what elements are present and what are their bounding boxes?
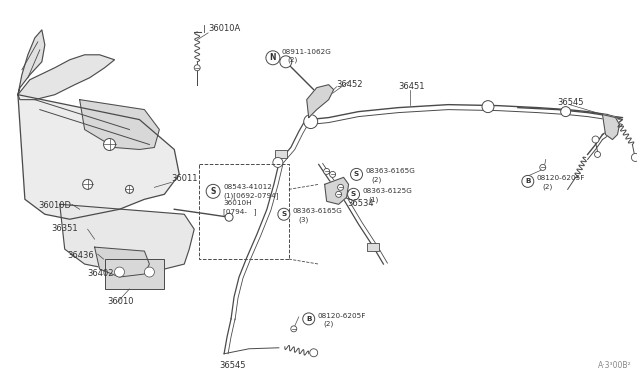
Circle shape <box>540 164 546 170</box>
Polygon shape <box>18 94 179 219</box>
Circle shape <box>592 136 599 143</box>
Polygon shape <box>60 204 194 271</box>
Circle shape <box>561 107 571 116</box>
Text: 36436: 36436 <box>68 251 95 260</box>
Polygon shape <box>307 85 333 118</box>
Text: 36011: 36011 <box>172 174 198 183</box>
Circle shape <box>595 151 600 157</box>
Text: (2): (2) <box>371 176 381 183</box>
Circle shape <box>225 213 233 221</box>
Circle shape <box>266 51 280 65</box>
Text: (1)[0692-0794]: (1)[0692-0794] <box>223 192 278 199</box>
Text: 08363-6165G: 08363-6165G <box>365 169 415 174</box>
Circle shape <box>310 349 317 357</box>
Polygon shape <box>79 100 159 150</box>
Text: 36351: 36351 <box>52 224 79 233</box>
Text: 36545: 36545 <box>219 361 246 370</box>
Circle shape <box>115 267 125 277</box>
Text: A·3³00B²: A·3³00B² <box>598 361 631 370</box>
Circle shape <box>348 188 360 200</box>
Circle shape <box>338 185 344 190</box>
Text: S: S <box>354 171 359 177</box>
Text: 08363-6125G: 08363-6125G <box>362 188 412 194</box>
Circle shape <box>324 169 330 174</box>
Circle shape <box>632 154 639 161</box>
Circle shape <box>104 138 116 150</box>
Bar <box>104 259 164 289</box>
Text: (2): (2) <box>543 183 553 190</box>
Circle shape <box>280 56 292 68</box>
Text: S: S <box>211 187 216 196</box>
Bar <box>367 243 380 251</box>
Bar <box>275 150 287 158</box>
Text: 36451: 36451 <box>398 82 425 91</box>
Polygon shape <box>18 30 45 94</box>
Text: 08543-41012: 08543-41012 <box>223 185 272 190</box>
Text: (2): (2) <box>288 57 298 63</box>
Text: N: N <box>269 53 276 62</box>
Circle shape <box>303 313 315 325</box>
Circle shape <box>304 115 317 129</box>
Circle shape <box>125 185 134 193</box>
Text: 08363-6165G: 08363-6165G <box>292 208 342 214</box>
Text: S: S <box>351 191 356 197</box>
Text: 36545: 36545 <box>557 98 584 107</box>
Text: [0794-   ]: [0794- ] <box>223 208 257 215</box>
Circle shape <box>482 101 494 113</box>
Polygon shape <box>95 247 149 277</box>
Circle shape <box>522 175 534 187</box>
Circle shape <box>145 267 154 277</box>
Circle shape <box>273 157 283 167</box>
Text: 36452: 36452 <box>337 80 363 89</box>
Circle shape <box>278 208 290 220</box>
Text: S: S <box>281 211 287 217</box>
Circle shape <box>335 191 342 197</box>
Circle shape <box>194 65 200 71</box>
Text: (1): (1) <box>369 196 379 203</box>
Circle shape <box>83 179 93 189</box>
Polygon shape <box>602 115 620 140</box>
Text: B: B <box>525 178 531 185</box>
Text: 36010H: 36010H <box>223 200 252 206</box>
Text: 36534: 36534 <box>348 199 374 208</box>
Text: 08911-1062G: 08911-1062G <box>282 49 332 55</box>
Circle shape <box>291 326 297 332</box>
Text: 08120-6205F: 08120-6205F <box>317 313 366 319</box>
Text: 36010D: 36010D <box>38 201 71 210</box>
Circle shape <box>330 171 335 177</box>
Circle shape <box>206 185 220 198</box>
Polygon shape <box>18 55 115 100</box>
Text: B: B <box>306 316 312 322</box>
Text: 36010: 36010 <box>108 297 134 306</box>
Text: 36010A: 36010A <box>208 24 241 33</box>
Polygon shape <box>324 177 349 204</box>
Bar <box>337 190 349 198</box>
Text: (2): (2) <box>324 321 334 327</box>
Circle shape <box>351 169 362 180</box>
Text: 36402: 36402 <box>88 269 114 278</box>
Text: 08120-6205F: 08120-6205F <box>537 175 585 182</box>
Text: (3): (3) <box>299 216 309 223</box>
